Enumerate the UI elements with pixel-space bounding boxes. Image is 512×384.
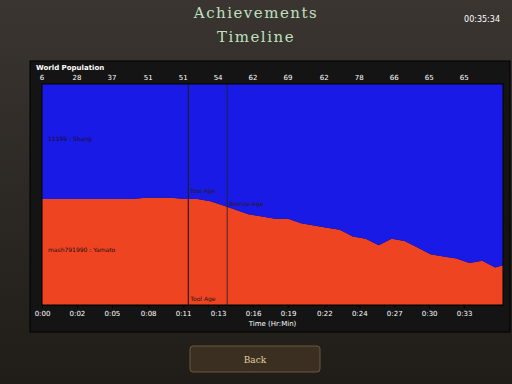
x-tick-mark [253, 305, 254, 308]
x-tick: 0:24 [352, 305, 368, 318]
x-tick-label: 0:24 [352, 310, 368, 318]
x-tick: 0:19 [281, 305, 297, 318]
x-tick: 0:00 [35, 305, 51, 318]
age-label: Bronze Age [229, 200, 264, 208]
population-label: 54 [214, 74, 223, 82]
x-tick: 0:33 [457, 305, 473, 318]
x-axis-title: Time (Hr:Min) [248, 320, 297, 328]
back-button-label[interactable]: Back [244, 355, 267, 365]
x-tick-mark [112, 305, 113, 308]
age-line [188, 84, 189, 305]
title: Achievements [193, 4, 318, 22]
population-label: 65 [460, 74, 469, 82]
subtitle: Timeline [217, 28, 295, 46]
population-label: 62 [249, 74, 258, 82]
x-tick: 0:08 [141, 305, 157, 318]
x-tick-label: 0:11 [176, 310, 192, 318]
x-tick-mark [429, 305, 430, 308]
x-tick-label: 0:05 [105, 310, 121, 318]
age-label: Tool Age [189, 295, 215, 303]
population-label: 37 [107, 74, 116, 82]
x-tick-label: 0:00 [35, 310, 51, 318]
x-tick-label: 0:19 [281, 310, 297, 318]
x-tick: 0:13 [211, 305, 227, 318]
x-tick-mark [218, 305, 219, 308]
x-tick: 0:02 [70, 305, 86, 318]
chart-title: World Population [36, 64, 104, 72]
x-tick-mark [148, 305, 149, 308]
x-tick-mark [183, 305, 184, 308]
x-tick-label: 0:30 [422, 310, 438, 318]
population-label: 62 [320, 74, 329, 82]
x-axis-line [43, 305, 504, 306]
x-tick: 0:22 [317, 305, 333, 318]
plot-area [42, 84, 503, 305]
area-series [42, 84, 503, 267]
chart-panel [30, 61, 510, 332]
screen: Achievements Timeline 00:35:34 World Popula… [0, 0, 512, 384]
population-label: 66 [390, 74, 399, 82]
population-label: 28 [73, 74, 82, 82]
x-tick-mark [359, 305, 360, 308]
x-tick: 0:30 [422, 305, 438, 318]
x-tick-label: 0:02 [70, 310, 86, 318]
x-tick-label: 0:16 [246, 310, 262, 318]
world-population: 6 28 37 51 51 54 62 69 62 78 66 65 65 [40, 74, 469, 82]
x-axis: 0:00 0:02 0:05 0:08 0:11 0:13 0:16 0:19 0:22 0:24… [35, 305, 504, 318]
x-tick: 0:11 [176, 305, 192, 318]
age-line [227, 84, 228, 305]
clock: 00:35:34 [464, 15, 500, 24]
population-label: 51 [144, 74, 153, 82]
x-tick: 0:16 [246, 305, 262, 318]
x-tick-mark [288, 305, 289, 308]
background [0, 0, 512, 384]
population-label: 65 [425, 74, 434, 82]
population-label: 69 [284, 74, 293, 82]
x-tick-mark [42, 305, 43, 308]
population-label: 51 [179, 74, 188, 82]
x-tick-label: 0:13 [211, 310, 227, 318]
x-tick-label: 0:08 [141, 310, 157, 318]
x-tick-label: 0:33 [457, 310, 473, 318]
x-tick-label: 0:27 [387, 310, 403, 318]
x-tick: 0:27 [387, 305, 403, 318]
series-label: 11199 : Shang [48, 135, 92, 143]
back-button-bg[interactable] [190, 346, 320, 372]
plot-frame [42, 84, 503, 305]
x-tick-mark [77, 305, 78, 308]
x-tick-mark [464, 305, 465, 308]
x-tick-label: 0:22 [317, 310, 333, 318]
series-label: mash791990 : Yamato [48, 246, 116, 253]
population-label: 6 [40, 74, 45, 82]
x-tick-mark [324, 305, 325, 308]
age-label: Tool Age [189, 187, 215, 195]
back-button[interactable]: Back [190, 346, 320, 372]
x-tick-mark [394, 305, 395, 308]
x-tick: 0:05 [105, 305, 121, 318]
age-line [188, 84, 189, 305]
population-label: 78 [355, 74, 364, 82]
